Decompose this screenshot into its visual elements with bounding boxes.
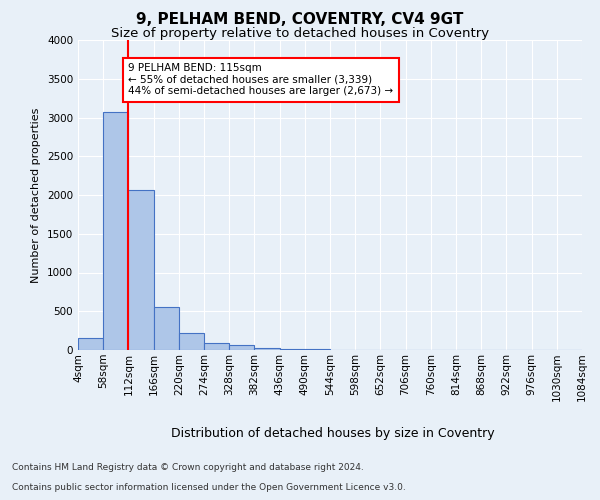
Y-axis label: Number of detached properties: Number of detached properties	[31, 108, 41, 282]
Bar	[103, 112, 128, 350]
Bar	[280, 349, 305, 350]
Bar	[154, 306, 179, 350]
Bar	[229, 346, 254, 350]
Text: Contains HM Land Registry data © Crown copyright and database right 2024.: Contains HM Land Registry data © Crown c…	[12, 464, 364, 472]
Text: Contains public sector information licensed under the Open Government Licence v3: Contains public sector information licen…	[12, 484, 406, 492]
Bar	[204, 343, 229, 350]
Bar	[179, 333, 204, 350]
Text: 9 PELHAM BEND: 115sqm
← 55% of detached houses are smaller (3,339)
44% of semi-d: 9 PELHAM BEND: 115sqm ← 55% of detached …	[128, 64, 394, 96]
Text: Size of property relative to detached houses in Coventry: Size of property relative to detached ho…	[111, 28, 489, 40]
Bar	[128, 190, 154, 350]
Bar	[78, 338, 103, 350]
Bar	[254, 348, 280, 350]
Text: Distribution of detached houses by size in Coventry: Distribution of detached houses by size …	[171, 428, 495, 440]
Text: 9, PELHAM BEND, COVENTRY, CV4 9GT: 9, PELHAM BEND, COVENTRY, CV4 9GT	[136, 12, 464, 28]
